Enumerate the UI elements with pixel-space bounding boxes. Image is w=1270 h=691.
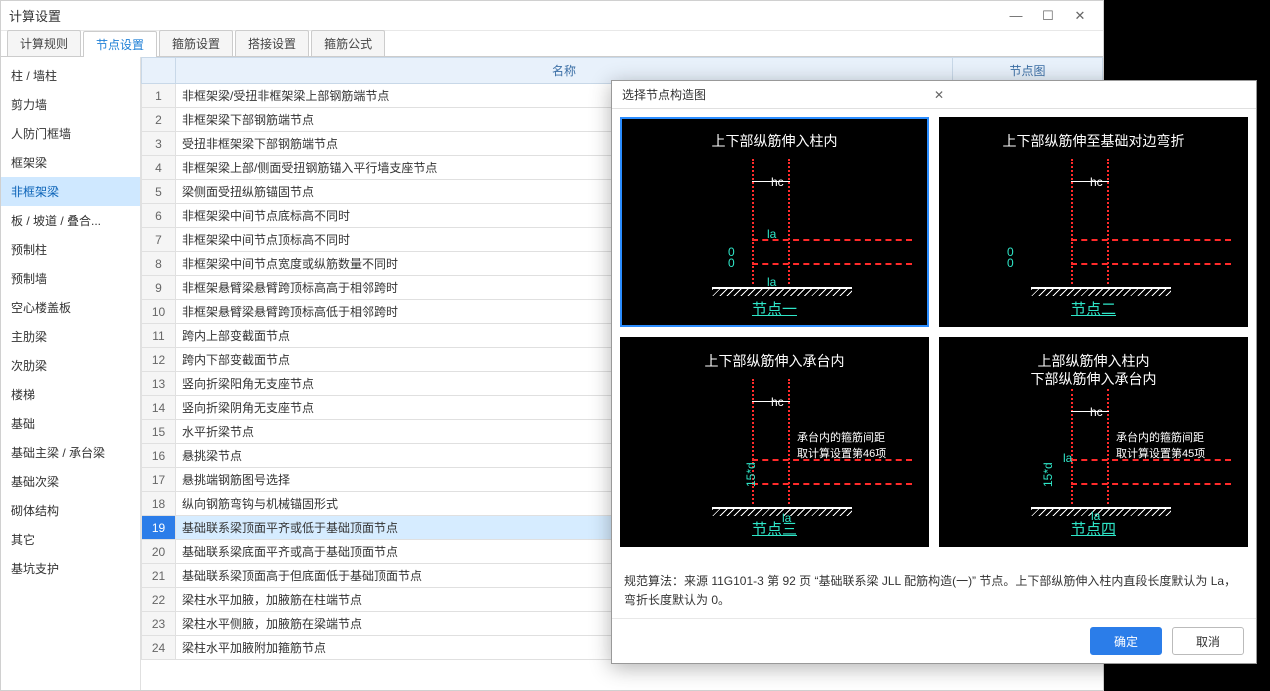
minimize-button[interactable]: — [1001,6,1031,26]
sidebar-item-3[interactable]: 框架梁 [1,148,140,177]
diagram-cell-2[interactable]: 上下部纵筋伸至基础对边弯折 hc 00 节点二 [939,117,1248,327]
sidebar-item-14[interactable]: 基础次梁 [1,467,140,496]
diagram-caption: 上下部纵筋伸入柱内 [622,131,927,151]
sidebar-item-12[interactable]: 基础 [1,409,140,438]
diagram-grid: 上下部纵筋伸入柱内 hc la la 00 节点一 上下部纵筋伸至基础对边弯折 hc 00 节点二… [620,117,1248,547]
row-num: 2 [142,108,176,132]
dialog-titlebar: 选择节点构造图 ✕ [612,81,1256,109]
window-title: 计算设置 [9,6,1001,25]
row-num: 6 [142,204,176,228]
sidebar-item-4[interactable]: 非框架梁 [1,177,140,206]
row-num: 21 [142,564,176,588]
tab-0[interactable]: 计算规则 [7,30,81,56]
sidebar-item-10[interactable]: 次肋梁 [1,351,140,380]
row-num: 4 [142,156,176,180]
diagram-annotation: 承台内的箍筋间距取计算设置第46项 [797,429,917,461]
tab-bar: 计算规则节点设置箍筋设置搭接设置箍筋公式 [1,31,1103,57]
sidebar-item-11[interactable]: 楼梯 [1,380,140,409]
diagram-caption: 上部纵筋伸入柱内 [941,351,1246,371]
window-buttons: — ☐ ✕ [1001,6,1095,26]
sidebar-item-5[interactable]: 板 / 坡道 / 叠合... [1,206,140,235]
row-num: 7 [142,228,176,252]
hc-label: hc [771,395,784,409]
la-label: la [1063,451,1072,465]
tab-2[interactable]: 箍筋设置 [159,30,233,56]
row-num: 18 [142,492,176,516]
row-num: 20 [142,540,176,564]
row-num: 11 [142,324,176,348]
hc-label: hc [1090,175,1103,189]
ok-button[interactable]: 确定 [1090,627,1162,655]
row-num: 10 [142,300,176,324]
row-num: 19 [142,516,176,540]
diagram-name: 节点四 [941,518,1246,539]
diagram-name: 节点三 [622,518,927,539]
row-num: 3 [142,132,176,156]
row-num: 17 [142,468,176,492]
sidebar-item-6[interactable]: 预制柱 [1,235,140,264]
cancel-button[interactable]: 取消 [1172,627,1244,655]
sidebar-item-0[interactable]: 柱 / 墙柱 [1,61,140,90]
sidebar-item-2[interactable]: 人防门框墙 [1,119,140,148]
sidebar-item-1[interactable]: 剪力墙 [1,90,140,119]
close-button[interactable]: ✕ [1065,6,1095,26]
sidebar: 柱 / 墙柱剪力墙人防门框墙框架梁非框架梁板 / 坡道 / 叠合...预制柱预制… [1,57,141,690]
sidebar-item-13[interactable]: 基础主梁 / 承台梁 [1,438,140,467]
diagram-name: 节点二 [941,298,1246,319]
sidebar-item-17[interactable]: 基坑支护 [1,554,140,583]
tab-1[interactable]: 节点设置 [83,31,157,57]
maximize-button[interactable]: ☐ [1033,6,1063,26]
sidebar-item-15[interactable]: 砌体结构 [1,496,140,525]
row-num: 12 [142,348,176,372]
row-num: 9 [142,276,176,300]
sidebar-item-9[interactable]: 主肋梁 [1,322,140,351]
row-num: 5 [142,180,176,204]
diagram-name: 节点一 [622,298,927,319]
row-num: 16 [142,444,176,468]
zero-label: 00 [728,247,735,269]
diagram-caption2: 下部纵筋伸入承台内 [941,369,1246,389]
row-num: 1 [142,84,176,108]
sidebar-item-8[interactable]: 空心楼盖板 [1,293,140,322]
titlebar: 计算设置 — ☐ ✕ [1,1,1103,31]
col-header-0 [142,58,176,84]
dialog-title: 选择节点构造图 [622,86,934,103]
tab-3[interactable]: 搭接设置 [235,30,309,56]
zero-label: 00 [1007,247,1014,269]
hc-label: hc [771,175,784,189]
sidebar-item-16[interactable]: 其它 [1,525,140,554]
row-num: 22 [142,588,176,612]
dialog-footer: 确定 取消 [612,618,1256,663]
node-diagram-dialog: 选择节点构造图 ✕ 上下部纵筋伸入柱内hclala00节点一上下部纵筋伸至基础对… [611,80,1257,664]
row-num: 24 [142,636,176,660]
dialog-body: 上下部纵筋伸入柱内 hc la la 00 节点一 上下部纵筋伸至基础对边弯折 hc 00 节点二… [612,109,1256,564]
diagram-cell-3[interactable]: 上下部纵筋伸入承台内hcla15*d承台内的箍筋间距取计算设置第46项节点三 [620,337,929,547]
diagram-caption: 上下部纵筋伸入承台内 [622,351,927,371]
dialog-close-button[interactable]: ✕ [934,88,1246,102]
tab-4[interactable]: 箍筋公式 [311,30,385,56]
row-num: 8 [142,252,176,276]
d15-label: 15*d [744,462,758,487]
diagram-caption: 上下部纵筋伸至基础对边弯折 [941,131,1246,151]
row-num: 14 [142,396,176,420]
row-num: 23 [142,612,176,636]
diagram-cell-4[interactable]: 上部纵筋伸入柱内下部纵筋伸入承台内hclala15*d承台内的箍筋间距取计算设置… [939,337,1248,547]
sidebar-item-7[interactable]: 预制墙 [1,264,140,293]
diagram-cell-1[interactable]: 上下部纵筋伸入柱内 hc la la 00 节点一 [620,117,929,327]
hc-label: hc [1090,405,1103,419]
dialog-note: 规范算法：来源 11G101-3 第 92 页 “基础联系梁 JLL 配筋构造(… [612,564,1256,618]
d15-label: 15*d [1041,462,1055,487]
la-label: la [767,275,776,289]
diagram-annotation: 承台内的箍筋间距取计算设置第45项 [1116,429,1236,461]
la-label: la [767,227,776,241]
row-num: 13 [142,372,176,396]
row-num: 15 [142,420,176,444]
